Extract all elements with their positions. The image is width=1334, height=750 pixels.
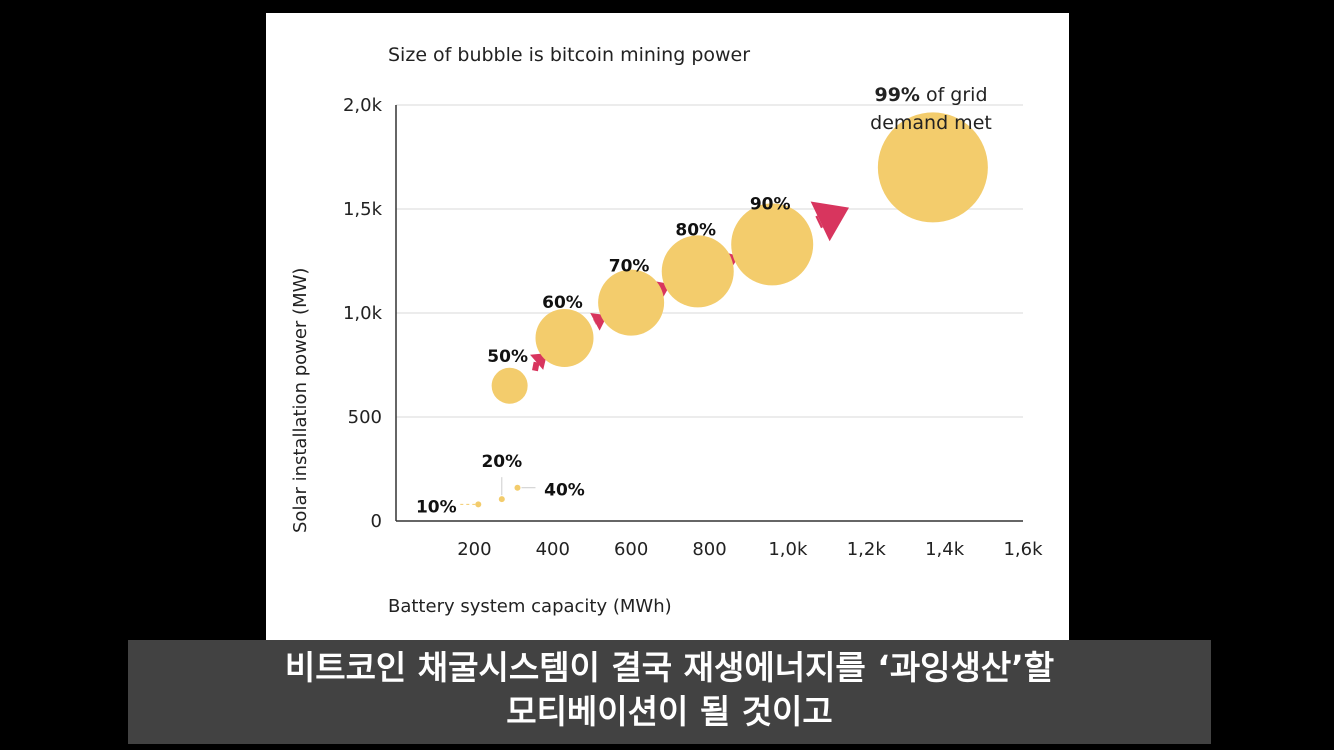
bubbles — [475, 112, 988, 508]
bubble-label-80: 80% — [675, 220, 716, 240]
bubble-70 — [598, 269, 665, 336]
x-tick-label-1: 400 — [536, 539, 570, 560]
trend-arrowhead-4 — [810, 201, 849, 242]
bubble-99 — [877, 112, 988, 223]
bubble-20 — [498, 496, 505, 503]
axes: 0 500 1,0k 1,5k 2,0k 200 400 600 800 1,0k 1,2k 1,4k… — [343, 95, 1043, 560]
annotation-text-2: demand met — [870, 112, 992, 134]
subtitle-line-1: 비트코인 채굴시스템이 결국 재생에너지를 ‘과잉생산’할 — [284, 648, 1055, 687]
x-tick-label-7: 1,6k — [1003, 539, 1043, 560]
y-tick-label-0: 0 — [371, 511, 382, 532]
x-axis-label: Battery system capacity (MWh) — [388, 596, 672, 617]
bubble-label-50: 50% — [487, 347, 528, 367]
bubble-80 — [661, 235, 734, 308]
bubble-label-70: 70% — [609, 257, 650, 277]
trend-arrow-0 — [532, 361, 540, 372]
bubble-10 — [475, 501, 482, 508]
bubble-label-60: 60% — [542, 293, 583, 313]
y-tick-label-3: 1,5k — [343, 199, 383, 220]
x-tick-label-2: 600 — [614, 539, 648, 560]
y-axis-label: Solar installation power (MW) — [290, 268, 311, 533]
bubble-label-20: 20% — [481, 452, 522, 472]
svg-text:99%of grid: 99% of grid — [874, 84, 987, 106]
grid-lines — [396, 104, 1023, 418]
y-tick-label-2: 1,0k — [343, 303, 383, 324]
bubble-chart: Size of bubble is bitcoin mining power 0… — [290, 44, 1043, 617]
bubble-labels: 10% 20% 40% 50% 60% 70% 80% 90% — [416, 194, 791, 517]
bubble-label-40: 40% — [544, 481, 585, 501]
chart-title: Size of bubble is bitcoin mining power — [388, 44, 750, 66]
y-tick-label-1: 500 — [348, 407, 382, 428]
final-annotation: 99% of grid demand met — [870, 84, 992, 134]
bubble-40 — [514, 484, 521, 491]
trend-arrow-4 — [815, 215, 823, 229]
x-tick-label-6: 1,4k — [925, 539, 965, 560]
x-tick-label-4: 1,0k — [768, 539, 808, 560]
x-tick-label-3: 800 — [692, 539, 726, 560]
x-tick-label-0: 200 — [457, 539, 491, 560]
bubble-label-90: 90% — [750, 194, 791, 214]
subtitle-caption: 비트코인 채굴시스템이 결국 재생에너지를 ‘과잉생산’할 모티베이션이 될 것… — [128, 640, 1211, 744]
annotation-text-1: of grid — [926, 84, 988, 106]
y-tick-label-4: 2,0k — [343, 95, 383, 116]
bubble-label-10: 10% — [416, 497, 457, 517]
annotation-bold: 99% — [874, 84, 919, 106]
chart-slide: Size of bubble is bitcoin mining power 0… — [266, 13, 1069, 640]
bubble-90 — [731, 203, 814, 286]
bubble-60 — [535, 308, 594, 367]
x-tick-label-5: 1,2k — [847, 539, 887, 560]
bubble-50 — [491, 367, 528, 404]
subtitle-line-2: 모티베이션이 될 것이고 — [506, 692, 833, 731]
